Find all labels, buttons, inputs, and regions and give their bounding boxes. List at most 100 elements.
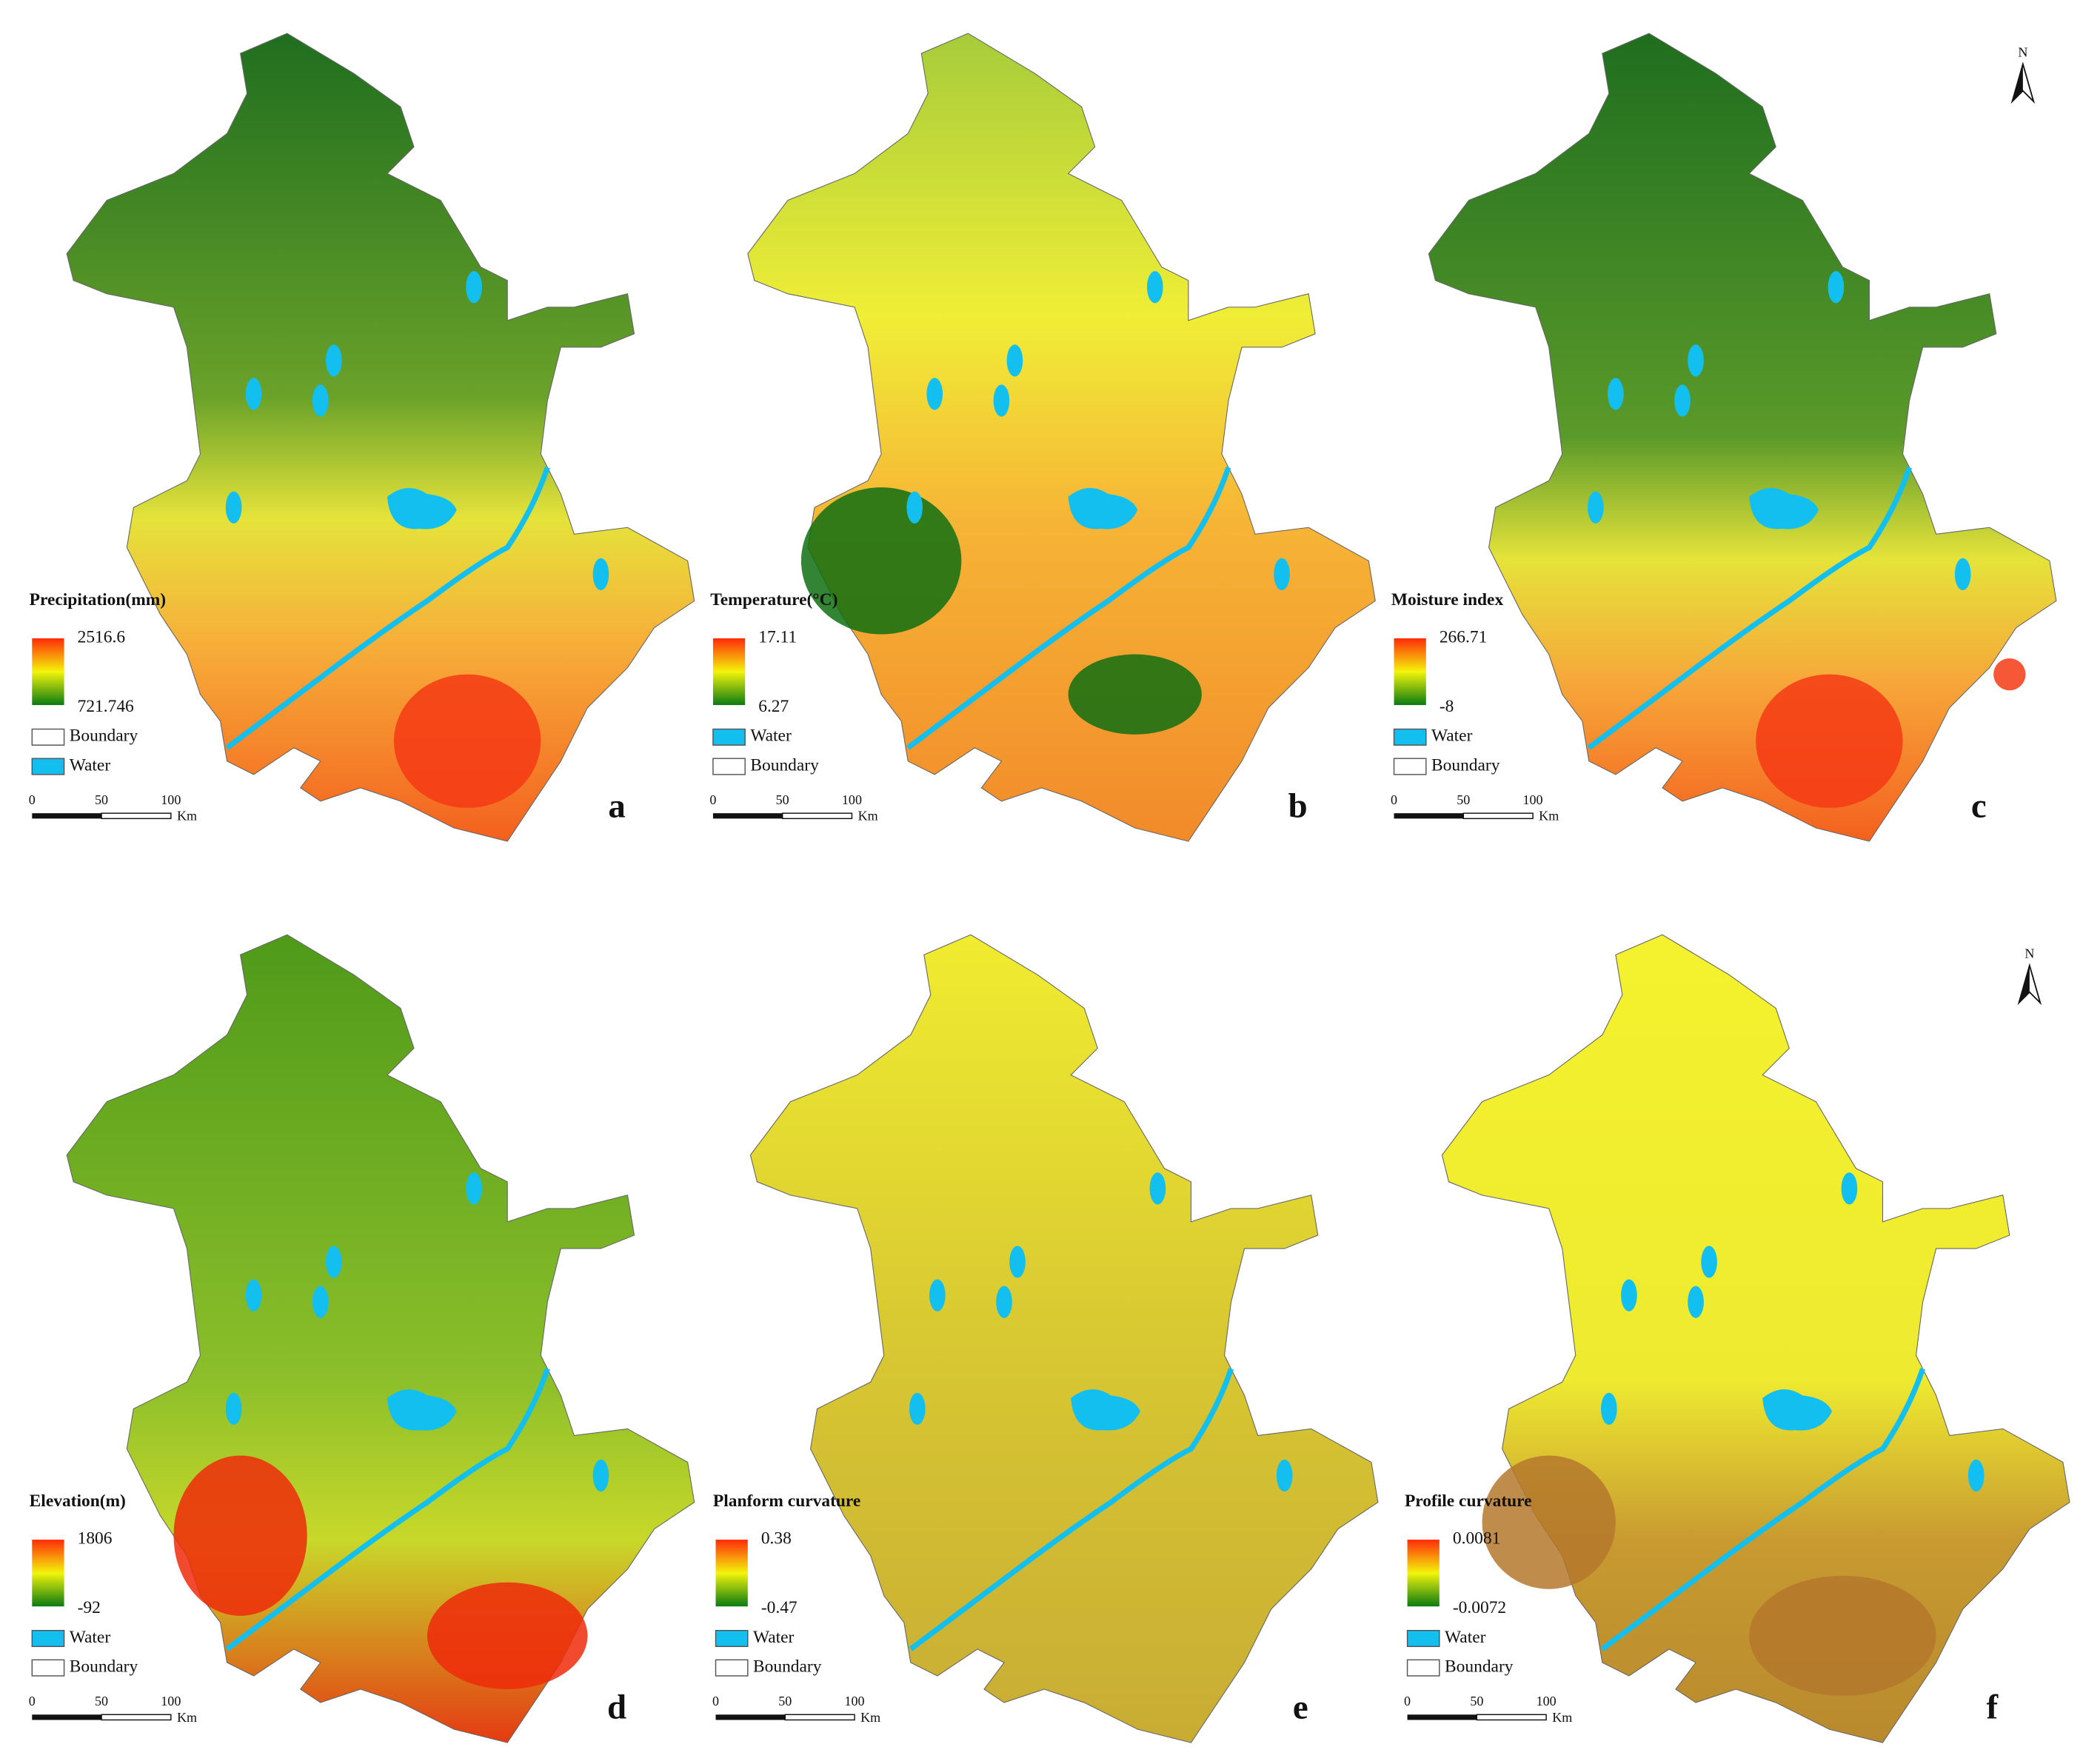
scale-label: 0 <box>29 1694 36 1708</box>
color-ramp <box>712 638 746 706</box>
legend-min: -8 <box>1440 697 1454 716</box>
legend-label: Water <box>750 726 792 746</box>
scale-label: 100 <box>1537 1694 1557 1708</box>
water-body <box>909 1392 926 1425</box>
legend-min: 721.746 <box>78 697 134 716</box>
terrain-patch <box>427 1582 588 1690</box>
river <box>225 1368 550 1651</box>
legend-title: Planform curvature <box>713 1491 860 1511</box>
lake <box>387 1389 457 1431</box>
water-body <box>996 1286 1012 1318</box>
scale-label: Km <box>860 1710 880 1725</box>
water-body <box>1009 1246 1026 1278</box>
water-body <box>1149 1172 1166 1205</box>
color-ramp <box>1394 638 1426 706</box>
map-panel: Elevation(m) 1806 -92 Water Boundary 0 50 100 Km… <box>29 934 695 1743</box>
legend-swatch <box>1406 1659 1440 1677</box>
terrain-patch <box>1482 1455 1616 1589</box>
legend-label: Water <box>753 1628 795 1647</box>
scale-bar-black <box>32 1714 102 1720</box>
water-body <box>592 558 609 591</box>
water-body <box>1828 271 1845 304</box>
terrain-patch <box>173 1455 307 1616</box>
terrain-patch <box>800 487 962 635</box>
water-body <box>466 271 482 304</box>
north-arrow-half <box>2019 965 2030 1003</box>
scale-bar-black <box>1394 813 1464 819</box>
legend-label: Boundary <box>1431 755 1500 775</box>
scale-label: 50 <box>1470 1694 1483 1708</box>
water-body <box>1841 1172 1858 1205</box>
water-body <box>245 378 262 410</box>
river <box>1587 466 1912 750</box>
legend-max: 17.11 <box>758 627 797 647</box>
water-body <box>906 491 923 524</box>
legend-min: -0.0072 <box>1453 1598 1506 1617</box>
legend-swatch <box>1393 728 1427 746</box>
map-panel: Precipitation(mm) 2516.6 721.746 Boundary Wa… <box>29 33 695 842</box>
scale-bar-white <box>784 1714 855 1721</box>
legend-title: Elevation(m) <box>30 1491 126 1511</box>
scale-label: 0 <box>1404 1694 1411 1708</box>
scale-label: 50 <box>778 1694 792 1708</box>
scale-bar-white <box>101 812 172 820</box>
legend-title: Moisture index <box>1391 590 1504 609</box>
scale-label: 50 <box>95 792 108 807</box>
legend-title: Temperature(°C) <box>710 590 837 609</box>
scale-bar-white <box>1462 812 1534 820</box>
legend-swatch <box>712 728 746 746</box>
legend-label: Boundary <box>70 1657 138 1677</box>
region-map <box>1428 33 2057 842</box>
north-label: N <box>2018 44 2027 59</box>
color-ramp <box>715 1540 748 1607</box>
scale-label: 50 <box>1457 792 1470 807</box>
terrain-patch <box>1993 658 2026 691</box>
terrain-patch <box>1756 674 1903 808</box>
legend-swatch <box>31 1629 65 1648</box>
scale-label: 100 <box>161 792 181 807</box>
scale-label: 100 <box>845 1694 865 1708</box>
scale-label: 0 <box>709 792 716 807</box>
water-body <box>1967 1459 1985 1492</box>
lake <box>1749 487 1819 529</box>
legend-swatch <box>712 758 746 775</box>
water-body <box>466 1172 482 1205</box>
legend-max: 2516.6 <box>78 627 126 647</box>
water-body <box>1954 558 1971 591</box>
scale-label: 0 <box>1391 792 1397 807</box>
water-body <box>225 1392 242 1425</box>
legend-min: -92 <box>78 1598 101 1617</box>
lake <box>1068 487 1138 529</box>
legend-min: 6.27 <box>758 697 789 716</box>
river <box>1600 1368 1926 1651</box>
legend-title: Precipitation(mm) <box>30 590 166 609</box>
water-body <box>926 378 943 410</box>
legend-max: 266.71 <box>1440 627 1487 647</box>
legend-swatch <box>1393 758 1427 775</box>
legend-swatch <box>715 1659 749 1677</box>
water-body <box>1674 384 1691 417</box>
water-body <box>1601 1392 1617 1425</box>
scale-bar-black <box>32 813 102 819</box>
color-ramp <box>32 638 64 706</box>
legend-title: Profile curvature <box>1405 1491 1532 1511</box>
river <box>225 466 550 750</box>
water-body <box>1274 558 1290 591</box>
panel-letter: a <box>608 786 625 825</box>
water-body <box>1608 378 1624 410</box>
region-map <box>749 934 1379 1743</box>
scale-label: Km <box>177 809 197 823</box>
panel-letter: c <box>1971 786 1987 825</box>
map-panel: Planform curvature 0.38 -0.47 Water Boundary… <box>712 934 1379 1743</box>
scale-label: 50 <box>776 792 789 807</box>
water-body <box>1588 491 1604 524</box>
terrain-patch <box>393 674 541 808</box>
map-panel: Temperature(°C) 17.11 6.27 Water Boundary 0 50… <box>709 33 1376 842</box>
scale-bar-black <box>1407 1714 1477 1720</box>
legend-max: 0.38 <box>761 1529 792 1548</box>
legend-label: Boundary <box>753 1657 822 1677</box>
water-body <box>325 1246 342 1278</box>
scale-bar-black <box>712 813 783 819</box>
